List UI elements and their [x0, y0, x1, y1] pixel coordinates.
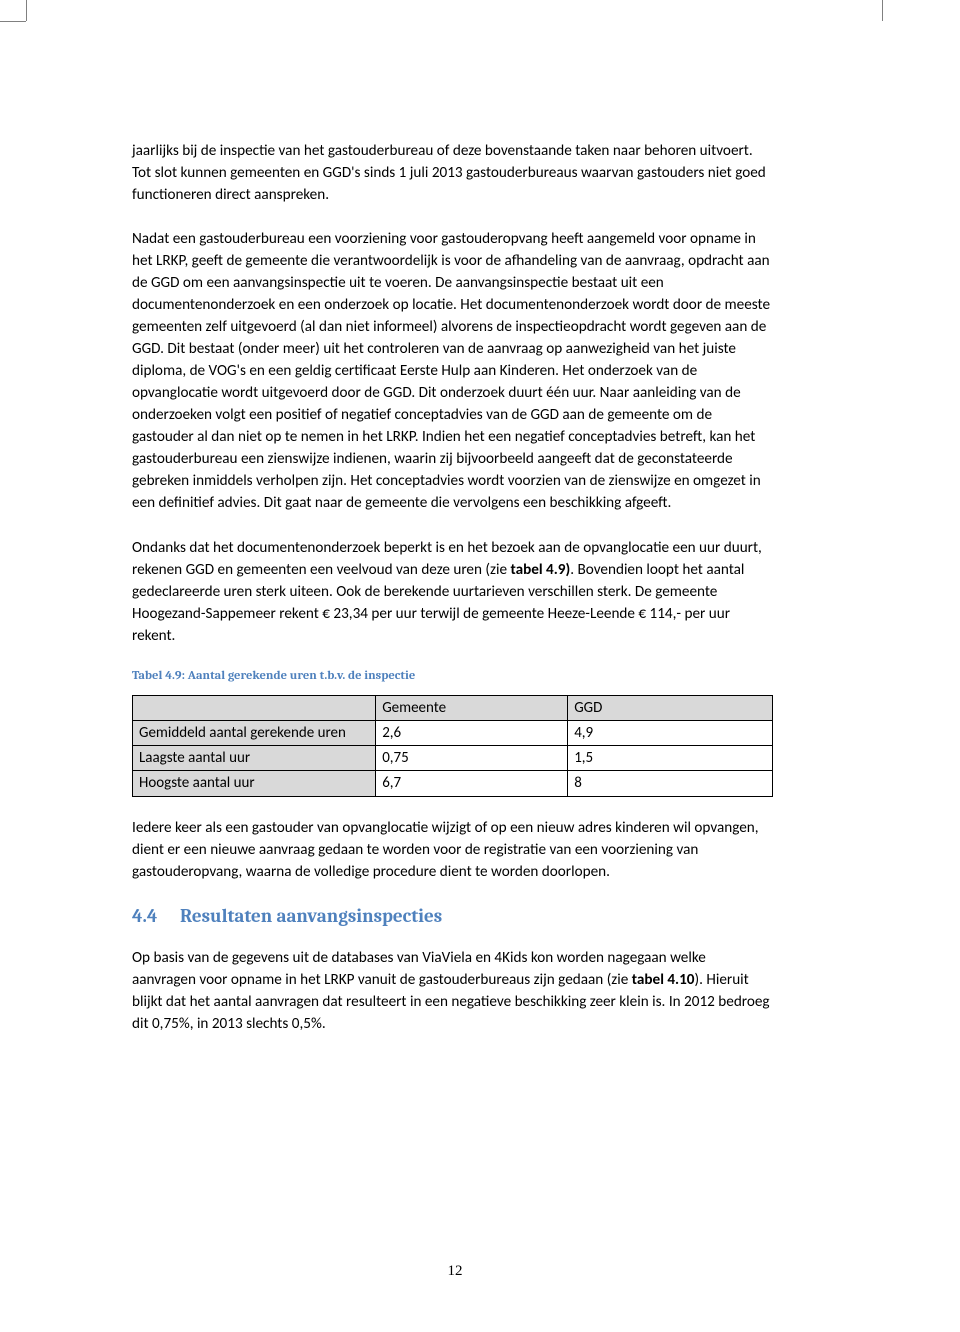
section-title: Resultaten aanvangsinspecties	[180, 905, 442, 927]
paragraph: Ondanks dat het documentenonderzoek bepe…	[132, 537, 773, 647]
section-heading: 4.4Resultaten aanvangsinspecties	[132, 905, 773, 927]
crop-mark	[0, 21, 26, 22]
bold-ref: tabel 4.9)	[510, 561, 570, 579]
table-row: Gemiddeld aantal gerekende uren 2,6 4,9	[133, 720, 773, 745]
crop-mark	[26, 0, 27, 21]
table-cell: Gemeente	[376, 695, 568, 720]
table-cell: 4,9	[568, 720, 773, 745]
paragraph: Iedere keer als een gastouder van opvang…	[132, 817, 773, 883]
table-row: Laagste aantal uur 0,75 1,5	[133, 746, 773, 771]
text-run: Op basis van de gegevens uit de database…	[132, 949, 706, 989]
table-cell	[133, 695, 376, 720]
table-row: Hoogste aantal uur 6,7 8	[133, 771, 773, 796]
bold-ref: tabel 4.10	[632, 971, 695, 989]
table-cell: GGD	[568, 695, 773, 720]
table-cell: 0,75	[376, 746, 568, 771]
section-number: 4.4	[132, 905, 180, 927]
table-cell: Gemiddeld aantal gerekende uren	[133, 720, 376, 745]
page-number: 12	[27, 1263, 883, 1280]
paragraph: Op basis van de gegevens uit de database…	[132, 947, 773, 1035]
table-caption: Tabel 4.9: Aantal gerekende uren t.b.v. …	[132, 669, 773, 683]
table-cell: Laagste aantal uur	[133, 746, 376, 771]
table-4-9: Gemeente GGD Gemiddeld aantal gerekende …	[132, 695, 773, 797]
table-cell: 1,5	[568, 746, 773, 771]
crop-mark	[882, 0, 883, 21]
table-cell: 6,7	[376, 771, 568, 796]
paragraph: jaarlijks bij de inspectie van het gasto…	[132, 140, 773, 206]
paragraph: Nadat een gastouderbureau een voorzienin…	[132, 228, 773, 514]
table-row: Gemeente GGD	[133, 695, 773, 720]
page-content: jaarlijks bij de inspectie van het gasto…	[27, 22, 883, 1310]
table-cell: Hoogste aantal uur	[133, 771, 376, 796]
table-cell: 2,6	[376, 720, 568, 745]
table-cell: 8	[568, 771, 773, 796]
